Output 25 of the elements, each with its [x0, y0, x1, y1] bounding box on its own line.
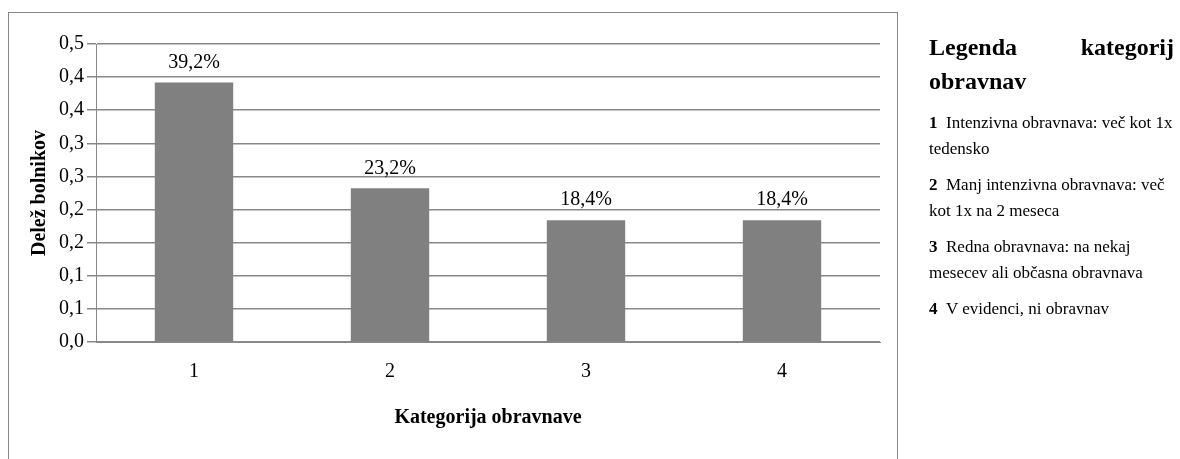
y-tick-label: 0,3 [59, 130, 84, 153]
x-tick-label: 1 [189, 359, 199, 382]
y-tick-label: 0,2 [59, 229, 84, 252]
y-axis-title: Delež bolnikov [27, 129, 50, 257]
y-tick-label: 0,2 [59, 196, 84, 219]
y-tick-label: 0,4 [59, 97, 84, 120]
x-tick-label: 4 [777, 359, 787, 382]
y-tick-label: 0,4 [59, 64, 84, 87]
y-tick-label: 0,1 [59, 296, 84, 319]
text: 1 Intenzivna obravnava: več kot 1x tedensko [929, 112, 1174, 160]
y-tick-label: 0,0 [59, 329, 84, 352]
data-label: 39,2% [168, 49, 220, 72]
y-tick-label: 0,3 [59, 163, 84, 186]
x-tick-label: 3 [581, 359, 591, 382]
x-tick-label: 2 [385, 359, 395, 382]
x-axis-title: Kategorija obravnave [394, 405, 582, 429]
data-label: 18,4% [756, 187, 808, 210]
y-tick-label: 0,5 [59, 31, 84, 54]
y-tick-label: 0,1 [59, 263, 84, 286]
text: Legenda kategorij obravnav [929, 33, 1174, 96]
text: 2 Manj intenzivna obravnava: več kot 1x na 2 meseca [929, 174, 1166, 222]
text: 4 V evidenci, ni obravnav [929, 298, 1111, 320]
text: 3 Redna obravnava: na nekaj mesecev ali občasna obravnava [929, 236, 1144, 284]
data-label: 23,2% [364, 155, 416, 178]
data-label: 18,4% [560, 187, 612, 210]
